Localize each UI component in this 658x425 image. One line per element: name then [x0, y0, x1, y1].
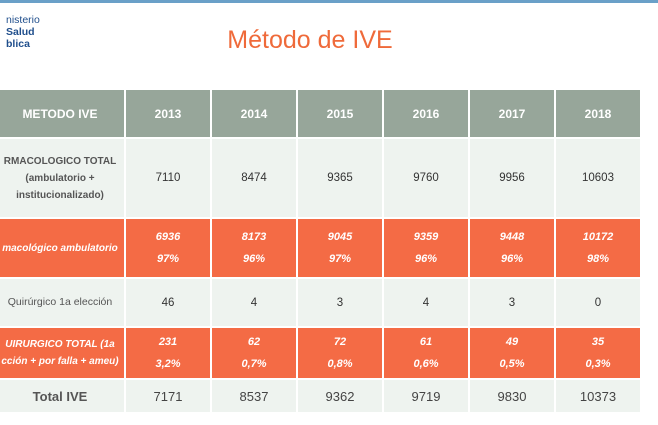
table-cell: 62 0,7% [210, 326, 298, 380]
table-cell: 3 [296, 277, 384, 328]
table-cell: 4 [210, 277, 298, 328]
row-label: Total IVE [0, 378, 126, 414]
table-cell: 49 0,5% [468, 326, 556, 380]
top-rule [0, 0, 658, 3]
row-label-line: UIRURGICO TOTAL (1a [5, 339, 115, 350]
table-cell: 9362 [296, 378, 384, 414]
ive-method-table: METODO IVE 2013 2014 2015 2016 2017 2018… [0, 88, 642, 414]
table-cell: 3 [468, 277, 556, 328]
table-cell: 231 3,2% [124, 326, 212, 380]
row-label-line: institucionalizado) [16, 189, 104, 201]
table-cell: 46 [124, 277, 212, 328]
row-label-line: (ambulatorio + [25, 172, 95, 184]
header-year: 2017 [468, 88, 556, 139]
table-cell: 9760 [382, 137, 470, 219]
logo-line-1: nisterio [6, 14, 40, 26]
header-row: METODO IVE 2013 2014 2015 2016 2017 2018 [0, 88, 642, 139]
table-cell: 8173 96% [210, 217, 298, 279]
table-cell: 10603 [554, 137, 642, 219]
cell-percent: 96% [500, 253, 524, 265]
table-row: RMACOLOGICO TOTAL (ambulatorio + institu… [0, 137, 642, 219]
cell-value: 8173 [241, 231, 267, 243]
table-cell: 9956 [468, 137, 556, 219]
cell-percent: 98% [586, 253, 610, 265]
header-year: 2013 [124, 88, 212, 139]
cell-percent: 0,5% [499, 358, 525, 370]
cell-value: 61 [419, 336, 433, 348]
table-cell: 9365 [296, 137, 384, 219]
cell-value: 35 [591, 336, 605, 348]
table-cell: 4 [382, 277, 470, 328]
table-cell: 61 0,6% [382, 326, 470, 380]
cell-value: 9448 [499, 231, 525, 243]
table-cell: 72 0,8% [296, 326, 384, 380]
table-cell: 10373 [554, 378, 642, 414]
cell-percent: 96% [242, 253, 266, 265]
row-label: UIRURGICO TOTAL (1a cción + por falla + … [0, 326, 126, 380]
cell-percent: 96% [414, 253, 438, 265]
header-year: 2014 [210, 88, 298, 139]
cell-value: 62 [247, 336, 261, 348]
cell-percent: 97% [156, 253, 180, 265]
logo-line-2: Salud [6, 26, 35, 38]
cell-value: 231 [158, 336, 178, 348]
table-cell: 9359 96% [382, 217, 470, 279]
row-label-line: cción + por falla + ameu) [1, 356, 119, 367]
row-label-line: RMACOLOGICO TOTAL [3, 155, 117, 167]
cell-value: 10172 [582, 231, 614, 243]
cell-value: 9359 [413, 231, 439, 243]
table-cell: 8537 [210, 378, 298, 414]
cell-percent: 97% [328, 253, 352, 265]
table-cell: 7171 [124, 378, 212, 414]
header-method: METODO IVE [0, 88, 126, 139]
table-cell: 6936 97% [124, 217, 212, 279]
cell-value: 72 [333, 336, 347, 348]
table-cell: 10172 98% [554, 217, 642, 279]
table-row: Quirúrgico 1a elección 46 4 3 4 3 0 [0, 277, 642, 328]
cell-percent: 0,6% [413, 358, 439, 370]
table-cell: 9830 [468, 378, 556, 414]
header-year: 2018 [554, 88, 642, 139]
table-row: UIRURGICO TOTAL (1a cción + por falla + … [0, 326, 642, 380]
total-row: Total IVE 7171 8537 9362 9719 9830 10373 [0, 378, 642, 414]
row-label: RMACOLOGICO TOTAL (ambulatorio + institu… [0, 137, 126, 219]
table-cell: 7110 [124, 137, 212, 219]
header-year: 2016 [382, 88, 470, 139]
table-cell: 9045 97% [296, 217, 384, 279]
cell-percent: 0,8% [327, 358, 353, 370]
ministry-logo: nisterio Salud blica [0, 14, 40, 50]
slide-title: Método de IVE [227, 26, 393, 54]
row-label: macológico ambulatorio [0, 217, 126, 279]
cell-percent: 3,2% [155, 358, 181, 370]
cell-percent: 0,3% [585, 358, 611, 370]
cell-value: 9045 [327, 231, 353, 243]
table-cell: 9448 96% [468, 217, 556, 279]
cell-percent: 0,7% [241, 358, 267, 370]
row-label: Quirúrgico 1a elección [0, 277, 126, 328]
table-cell: 9719 [382, 378, 470, 414]
table-cell: 0 [554, 277, 642, 328]
table-row: macológico ambulatorio 6936 97% 8173 96% 9… [0, 217, 642, 279]
header-year: 2015 [296, 88, 384, 139]
table-cell: 8474 [210, 137, 298, 219]
logo-line-3: blica [6, 38, 30, 50]
cell-value: 49 [505, 336, 519, 348]
table-cell: 35 0,3% [554, 326, 642, 380]
cell-value: 6936 [155, 231, 181, 243]
